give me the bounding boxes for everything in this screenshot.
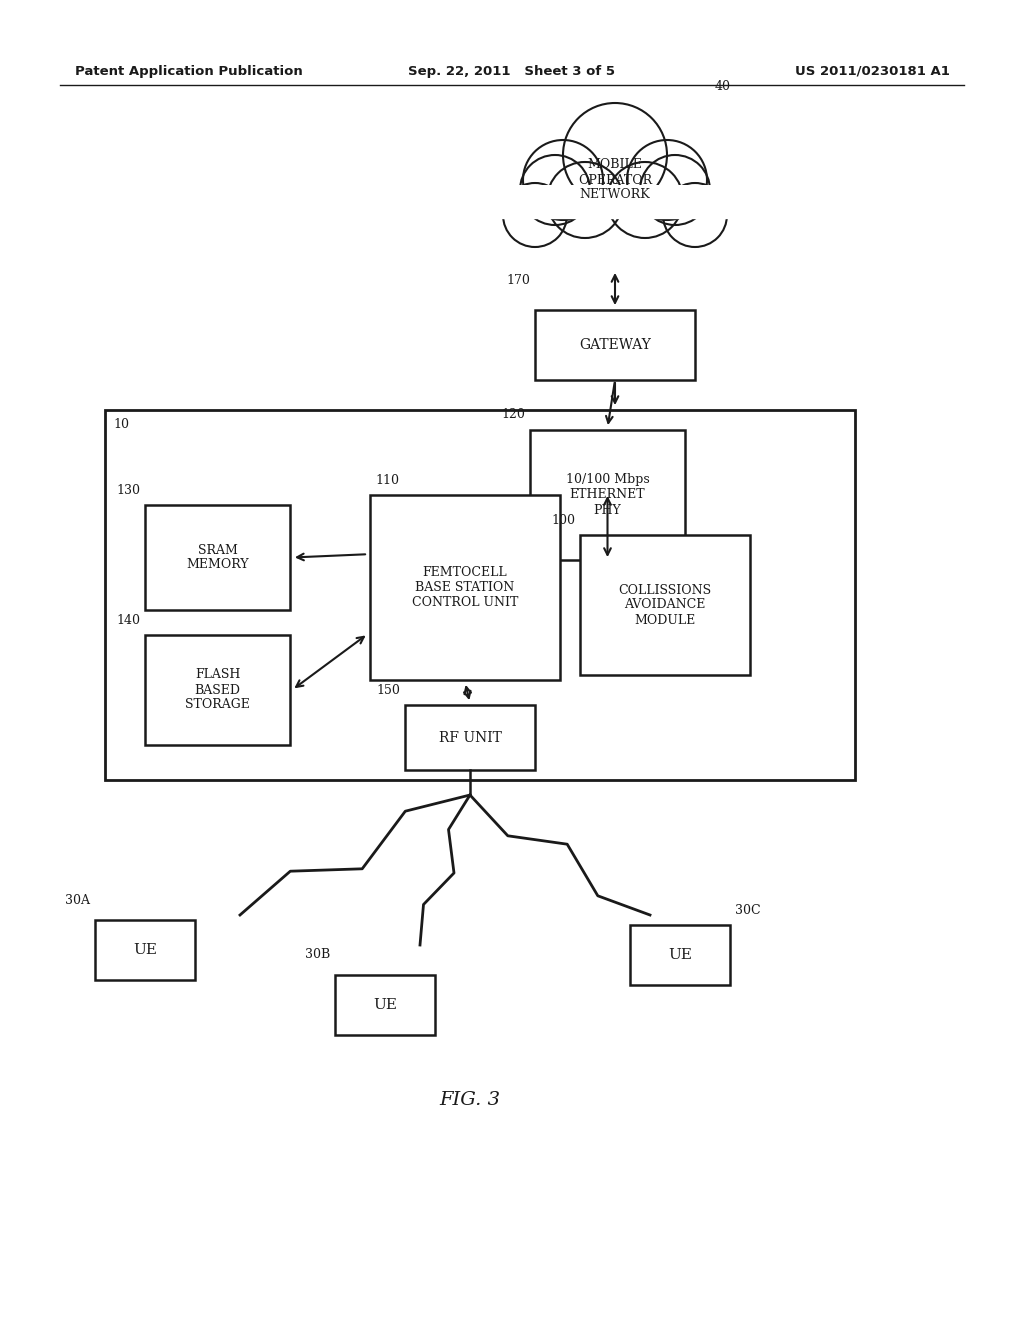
- Circle shape: [563, 103, 667, 207]
- Bar: [95, 920, 195, 979]
- Text: 140: 140: [116, 614, 140, 627]
- Text: SRAM
MEMORY: SRAM MEMORY: [186, 544, 249, 572]
- Bar: [535, 310, 695, 380]
- Circle shape: [627, 140, 707, 220]
- Text: 40: 40: [715, 81, 731, 92]
- Bar: [580, 535, 750, 675]
- Text: US 2011/0230181 A1: US 2011/0230181 A1: [795, 65, 950, 78]
- Text: GATEWAY: GATEWAY: [579, 338, 651, 352]
- Bar: [145, 635, 290, 744]
- Text: FEMTOCELL
BASE STATION
CONTROL UNIT: FEMTOCELL BASE STATION CONTROL UNIT: [412, 566, 518, 609]
- Text: FLASH
BASED
STORAGE: FLASH BASED STORAGE: [185, 668, 250, 711]
- Text: 30A: 30A: [65, 894, 90, 907]
- Circle shape: [640, 154, 710, 224]
- Circle shape: [547, 162, 623, 238]
- Text: UE: UE: [668, 948, 692, 962]
- Text: 30B: 30B: [305, 949, 330, 961]
- Text: 150: 150: [376, 684, 400, 697]
- Text: 30C: 30C: [735, 903, 761, 916]
- Text: UE: UE: [133, 942, 157, 957]
- Circle shape: [523, 140, 603, 220]
- Circle shape: [503, 183, 567, 247]
- Text: 170: 170: [506, 273, 530, 286]
- Text: 120: 120: [501, 408, 525, 421]
- Text: 100: 100: [551, 513, 575, 527]
- Text: 10/100 Mbps
ETHERNET
PHY: 10/100 Mbps ETHERNET PHY: [565, 474, 649, 516]
- Text: 110: 110: [375, 474, 399, 487]
- Circle shape: [607, 162, 683, 238]
- Bar: [530, 430, 685, 560]
- Text: Patent Application Publication: Patent Application Publication: [75, 65, 303, 78]
- Text: RF UNIT: RF UNIT: [438, 730, 502, 744]
- Text: 10: 10: [113, 418, 129, 432]
- Text: Sep. 22, 2011   Sheet 3 of 5: Sep. 22, 2011 Sheet 3 of 5: [409, 65, 615, 78]
- Bar: [105, 411, 855, 780]
- Text: FIG. 3: FIG. 3: [439, 1092, 501, 1109]
- Bar: [630, 925, 730, 985]
- Bar: [500, 185, 730, 215]
- Bar: [406, 705, 535, 770]
- Text: 130: 130: [116, 483, 140, 496]
- Circle shape: [520, 154, 590, 224]
- Circle shape: [663, 183, 727, 247]
- Bar: [335, 975, 435, 1035]
- Bar: [145, 506, 290, 610]
- Text: UE: UE: [373, 998, 397, 1012]
- Text: MOBILE
OPERATOR
NETWORK: MOBILE OPERATOR NETWORK: [578, 158, 652, 202]
- Bar: [370, 495, 560, 680]
- Text: COLLISSIONS
AVOIDANCE
MODULE: COLLISSIONS AVOIDANCE MODULE: [618, 583, 712, 627]
